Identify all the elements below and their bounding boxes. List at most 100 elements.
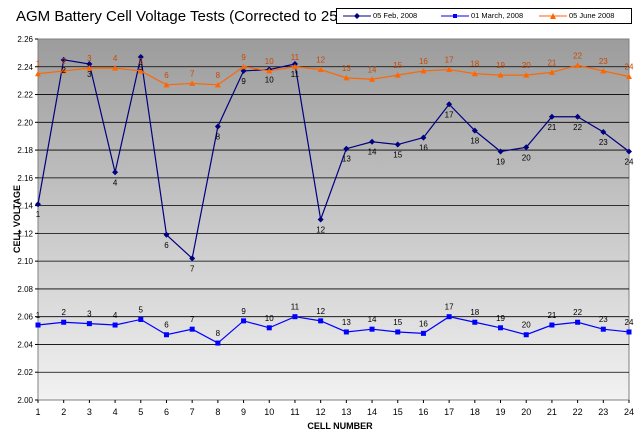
data-point	[420, 330, 426, 336]
x-tick-label: 3	[87, 407, 92, 417]
x-tick-label: 1	[35, 407, 40, 417]
data-label: 19	[496, 61, 505, 70]
legend-label-june: 05 June 2008	[569, 11, 615, 20]
data-point	[86, 65, 93, 71]
x-tick-label: 8	[215, 407, 220, 417]
data-label: 14	[368, 65, 377, 74]
data-point	[343, 329, 349, 335]
data-label: 15	[393, 61, 402, 70]
x-tick-label: 21	[547, 407, 557, 417]
data-label: 15	[393, 151, 402, 160]
data-point	[471, 70, 478, 77]
x-tick-label: 9	[241, 407, 246, 417]
data-point	[446, 66, 453, 73]
data-label: 22	[573, 308, 582, 317]
data-label: 14	[368, 315, 377, 324]
chart-legend: 05 Feb, 2008 01 March, 2008 05 June 2008	[336, 8, 632, 24]
data-label: 12	[316, 226, 325, 235]
data-label: 16	[419, 319, 428, 328]
data-label: 17	[445, 56, 454, 65]
y-tick-label: 2.22	[17, 91, 33, 100]
data-point	[472, 319, 478, 325]
data-label: 16	[419, 57, 428, 66]
data-label: 13	[342, 64, 351, 73]
data-point	[60, 67, 67, 74]
data-label: 7	[190, 264, 195, 273]
data-point	[446, 314, 452, 320]
x-tick-label: 16	[418, 407, 428, 417]
data-label: 4	[113, 311, 118, 320]
data-point	[626, 73, 632, 79]
x-tick-label: 6	[164, 407, 169, 417]
data-point	[600, 129, 607, 136]
y-tick-label: 2.18	[17, 146, 33, 155]
data-point	[497, 72, 504, 78]
y-tick-label: 2.08	[17, 285, 33, 294]
data-point	[420, 67, 427, 74]
data-point	[241, 318, 247, 324]
x-tick-label: 11	[290, 407, 299, 417]
x-tick-label: 15	[393, 407, 403, 417]
data-point	[575, 319, 581, 325]
plot-area	[37, 38, 630, 401]
series-line	[37, 64, 630, 86]
data-label: 11	[291, 70, 300, 79]
data-point	[214, 81, 221, 88]
data-point	[446, 101, 453, 108]
data-label: 10	[265, 314, 274, 323]
data-label: 1	[36, 210, 41, 219]
data-label: 8	[216, 71, 221, 80]
data-label: 3	[87, 70, 92, 79]
data-label: 16	[419, 144, 428, 153]
data-point	[215, 340, 221, 346]
data-point	[266, 67, 273, 74]
data-label: 3	[87, 310, 92, 319]
data-point	[61, 319, 67, 325]
data-label: 18	[470, 60, 479, 69]
data-point	[240, 63, 247, 70]
data-point	[35, 322, 41, 328]
data-label: 12	[316, 56, 325, 65]
y-tick-label: 2.24	[17, 63, 33, 72]
series-line	[37, 56, 630, 260]
data-point	[189, 326, 195, 332]
data-label: 23	[599, 138, 608, 147]
data-label: 14	[368, 148, 377, 157]
data-label: 5	[139, 63, 144, 72]
x-tick-label: 10	[264, 407, 274, 417]
y-tick-label: 2.06	[17, 313, 33, 322]
series-line	[37, 316, 630, 344]
data-label: 4	[113, 178, 118, 187]
data-label: 23	[599, 315, 608, 324]
data-label: 22	[573, 51, 582, 60]
y-tick-label: 2.20	[17, 118, 33, 127]
data-label: 7	[190, 69, 195, 78]
data-label: 9	[241, 53, 246, 62]
data-label: 7	[190, 315, 195, 324]
data-label: 17	[445, 303, 454, 312]
data-point	[626, 148, 632, 155]
data-label: 8	[216, 329, 221, 338]
data-label: 10	[265, 76, 274, 85]
data-point	[395, 329, 401, 335]
data-label: 24	[625, 62, 634, 71]
data-point	[318, 318, 324, 324]
data-point	[86, 321, 92, 327]
data-label: 11	[291, 303, 300, 312]
data-point	[549, 322, 555, 328]
data-point	[137, 54, 144, 61]
data-point	[112, 169, 119, 176]
data-point	[317, 216, 324, 223]
data-point	[35, 201, 41, 208]
y-tick-label: 2.00	[17, 396, 33, 405]
data-point	[471, 127, 478, 134]
x-tick-label: 12	[316, 407, 326, 417]
x-tick-label: 22	[573, 407, 583, 417]
data-point	[292, 314, 298, 320]
data-label: 6	[164, 321, 169, 330]
data-label: 11	[291, 53, 300, 62]
legend-label-feb: 05 Feb, 2008	[373, 11, 418, 20]
data-label: 21	[547, 123, 556, 132]
x-tick-label: 17	[444, 407, 454, 417]
